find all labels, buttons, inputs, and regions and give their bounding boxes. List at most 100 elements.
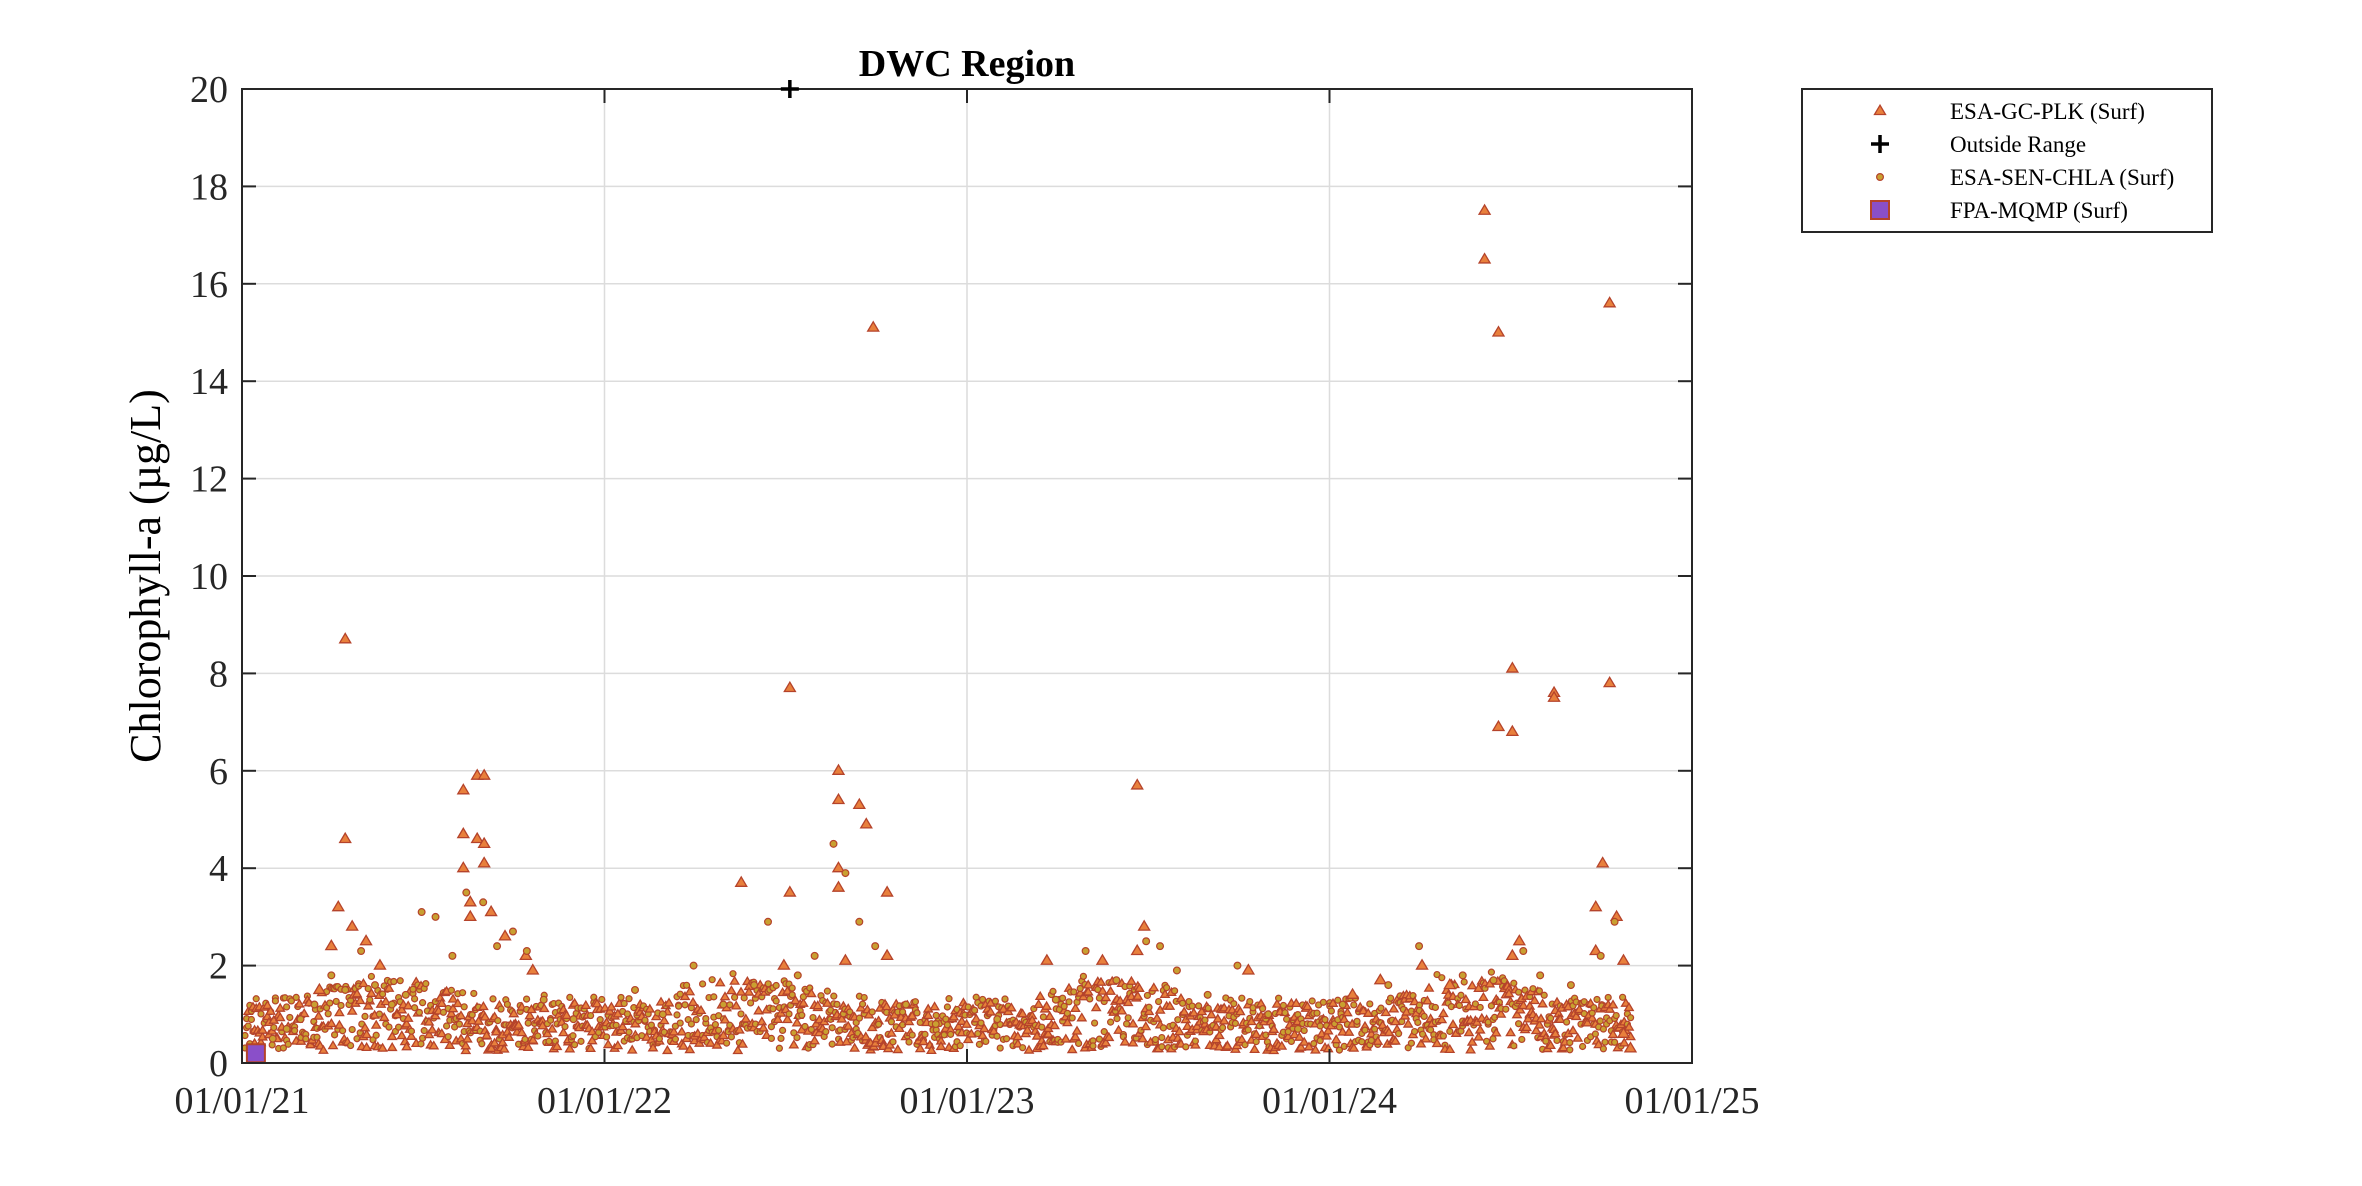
baseline-circle bbox=[1319, 998, 1328, 1006]
baseline-circle bbox=[1284, 1028, 1292, 1036]
triangle-point bbox=[1491, 719, 1506, 732]
baseline-triangle bbox=[1618, 1037, 1630, 1047]
baseline-triangle bbox=[447, 993, 459, 1003]
triangle-point bbox=[777, 958, 791, 970]
baseline-triangle bbox=[914, 1043, 926, 1053]
circle-point bbox=[1203, 990, 1212, 999]
x-tick-label: 01/01/21 bbox=[174, 1080, 309, 1122]
baseline-circle bbox=[455, 1020, 463, 1028]
baseline-triangle bbox=[1415, 1038, 1427, 1048]
baseline-triangle bbox=[1380, 1007, 1392, 1017]
baseline-circle bbox=[887, 1018, 896, 1026]
baseline-triangle bbox=[1438, 1008, 1449, 1018]
baseline-triangle bbox=[612, 1040, 624, 1050]
baseline-triangle bbox=[436, 997, 448, 1008]
baseline-circle bbox=[823, 987, 832, 995]
baseline-circle bbox=[858, 1000, 867, 1008]
baseline-triangle bbox=[1132, 990, 1144, 1000]
baseline-circle bbox=[775, 1044, 784, 1052]
baseline-triangle bbox=[922, 1009, 934, 1020]
baseline-triangle bbox=[257, 1024, 268, 1034]
baseline-triangle bbox=[526, 1004, 537, 1014]
baseline-triangle bbox=[1623, 1002, 1635, 1012]
baseline-triangle bbox=[503, 1031, 515, 1041]
baseline-triangle bbox=[978, 1023, 990, 1033]
baseline-triangle bbox=[1518, 1000, 1529, 1010]
legend-square-icon bbox=[1870, 200, 1890, 220]
baseline-circle bbox=[602, 1033, 611, 1041]
baseline-circle bbox=[1502, 1005, 1510, 1013]
x-tick-label: 01/01/22 bbox=[537, 1080, 672, 1122]
baseline-circle bbox=[1124, 1014, 1132, 1022]
baseline-triangle bbox=[401, 1018, 412, 1028]
baseline-triangle bbox=[647, 1042, 659, 1052]
baseline-circle bbox=[417, 1040, 425, 1048]
baseline-circle bbox=[625, 1028, 633, 1036]
baseline-circle bbox=[860, 993, 868, 1002]
circle-point bbox=[310, 1000, 319, 1009]
baseline-circle bbox=[687, 1020, 696, 1028]
baseline-circle bbox=[279, 1044, 287, 1052]
baseline-triangle bbox=[1567, 1025, 1579, 1035]
baseline-circle bbox=[347, 1041, 355, 1050]
triangle-point bbox=[1477, 252, 1492, 264]
circle-point bbox=[296, 1015, 305, 1024]
baseline-triangle bbox=[1572, 1032, 1584, 1042]
baseline-triangle bbox=[1070, 1031, 1081, 1041]
baseline-triangle bbox=[836, 1013, 848, 1023]
baseline-circle bbox=[1431, 1003, 1440, 1012]
baseline-triangle bbox=[1218, 1015, 1230, 1025]
circle-point bbox=[1233, 961, 1242, 970]
triangle-point bbox=[1040, 953, 1054, 965]
baseline-triangle bbox=[462, 1033, 473, 1043]
baseline-circle bbox=[671, 1035, 680, 1043]
baseline-circle bbox=[1457, 991, 1465, 999]
baseline-triangle bbox=[585, 1042, 596, 1053]
baseline-triangle bbox=[1182, 1020, 1193, 1031]
circle-point bbox=[810, 951, 819, 960]
baseline-circle bbox=[769, 1005, 777, 1013]
baseline-circle bbox=[1178, 999, 1187, 1007]
baseline-triangle bbox=[1342, 1007, 1353, 1017]
baseline-triangle bbox=[428, 1040, 440, 1050]
baseline-triangle bbox=[655, 996, 667, 1006]
legend-plus-icon bbox=[1871, 135, 1889, 153]
baseline-triangle bbox=[351, 988, 363, 998]
baseline-triangle bbox=[1148, 982, 1160, 992]
baseline-circle bbox=[1386, 994, 1395, 1002]
baseline-circle bbox=[379, 990, 387, 998]
baseline-circle bbox=[746, 999, 755, 1007]
baseline-triangle bbox=[551, 1041, 563, 1051]
baseline-triangle bbox=[460, 1040, 472, 1050]
baseline-triangle bbox=[782, 985, 793, 995]
baseline-triangle bbox=[1447, 1019, 1459, 1029]
legend-label: ESA-GC-PLK (Surf) bbox=[1950, 99, 2145, 124]
series-square bbox=[245, 1043, 266, 1064]
circle-point bbox=[1293, 1024, 1302, 1033]
baseline-circle bbox=[283, 1003, 291, 1011]
baseline-circle bbox=[302, 1035, 310, 1043]
triangle-point bbox=[1415, 958, 1429, 970]
baseline-circle bbox=[1076, 984, 1084, 993]
baseline-triangle bbox=[460, 1044, 472, 1055]
circle-point bbox=[631, 985, 640, 994]
triangle-point bbox=[324, 938, 338, 951]
baseline-triangle bbox=[698, 1031, 710, 1041]
baseline-triangle bbox=[1372, 1035, 1384, 1045]
baseline-circle bbox=[1106, 1018, 1115, 1026]
baseline-triangle bbox=[564, 1043, 576, 1053]
baseline-circle bbox=[1593, 995, 1601, 1004]
baseline-triangle bbox=[711, 1039, 723, 1049]
baseline-triangle bbox=[626, 1044, 638, 1054]
baseline-circle bbox=[921, 1030, 929, 1038]
baseline-triangle bbox=[580, 999, 592, 1010]
baseline-circle bbox=[292, 993, 300, 1001]
baseline-triangle bbox=[732, 1045, 744, 1055]
baseline-triangle bbox=[1044, 1010, 1056, 1021]
baseline-triangle bbox=[358, 978, 369, 988]
baseline-circle bbox=[1542, 1037, 1550, 1045]
baseline-circle bbox=[545, 1037, 553, 1045]
baseline-triangle bbox=[1444, 1043, 1456, 1053]
y-tick-label: 14 bbox=[190, 361, 228, 403]
baseline-circle bbox=[778, 1026, 787, 1035]
